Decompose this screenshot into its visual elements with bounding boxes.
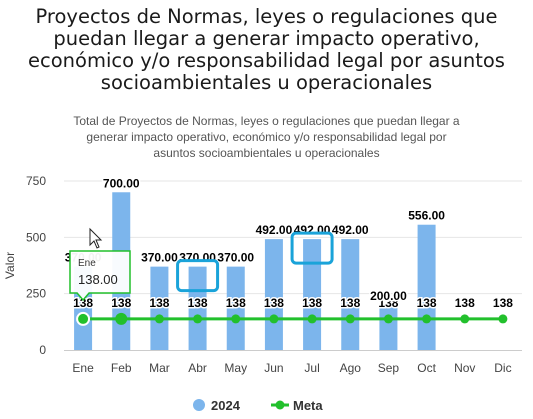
x-tick-label: Sep xyxy=(378,361,400,375)
bar[interactable] xyxy=(379,304,398,350)
x-tick-label: Jul xyxy=(304,361,319,375)
meta-data-label: 138 xyxy=(73,296,93,310)
meta-point[interactable] xyxy=(383,314,393,324)
meta-point[interactable] xyxy=(498,314,508,324)
meta-point[interactable] xyxy=(76,311,91,326)
bar-data-label: 370.00 xyxy=(141,251,178,265)
x-tick-label: Ago xyxy=(340,361,362,375)
bar-data-label: 492.00 xyxy=(332,223,369,237)
meta-data-label: 138 xyxy=(340,296,360,310)
meta-data-label: 138 xyxy=(378,296,398,310)
legend-2024-label[interactable]: 2024 xyxy=(211,398,241,413)
meta-point[interactable] xyxy=(115,312,128,325)
x-tick-label: Oct xyxy=(417,361,436,375)
meta-point[interactable] xyxy=(231,314,241,324)
meta-data-label: 138 xyxy=(302,296,322,310)
meta-point[interactable] xyxy=(154,314,164,324)
meta-data-label: 138 xyxy=(188,296,208,310)
bar[interactable] xyxy=(341,239,360,350)
x-tick-label: Nov xyxy=(454,361,475,375)
meta-point[interactable] xyxy=(345,314,355,324)
meta-data-label: 138 xyxy=(149,296,169,310)
legend-meta-marker[interactable] xyxy=(275,400,285,410)
tooltip-box xyxy=(69,250,131,302)
meta-point[interactable] xyxy=(269,314,279,324)
bar-data-label: 492.00 xyxy=(294,223,331,237)
bar-data-label: 370.00 xyxy=(217,251,254,265)
meta-point[interactable] xyxy=(422,314,432,324)
meta-data-label: 138 xyxy=(493,296,513,310)
bar[interactable] xyxy=(264,239,283,350)
meta-data-label: 138 xyxy=(264,296,284,310)
meta-point[interactable] xyxy=(460,314,470,324)
x-tick-label: Jun xyxy=(264,361,283,375)
bar[interactable] xyxy=(417,224,436,350)
y-tick-label: 500 xyxy=(26,230,46,244)
y-tick-label: 250 xyxy=(26,287,46,301)
tooltip-value: 138.00 xyxy=(78,272,118,287)
meta-point[interactable] xyxy=(193,314,203,324)
bar[interactable] xyxy=(226,266,245,350)
x-tick-label: May xyxy=(224,361,247,375)
tooltip-category: Ene xyxy=(78,258,96,269)
legend-meta-label[interactable]: Meta xyxy=(293,398,323,413)
meta-data-label: 138 xyxy=(111,296,131,310)
meta-point[interactable] xyxy=(307,314,317,324)
x-tick-label: Feb xyxy=(111,361,132,375)
y-tick-label: 0 xyxy=(39,343,46,357)
bar-data-label: 492.00 xyxy=(256,223,293,237)
bar[interactable] xyxy=(303,239,322,350)
meta-data-label: 138 xyxy=(455,296,475,310)
x-tick-label: Abr xyxy=(188,361,207,375)
x-tick-label: Ene xyxy=(72,361,94,375)
chart-subtitle: Total de Proyectos de Normas, leyes o re… xyxy=(73,114,460,160)
bar-data-label: 200.00 xyxy=(370,289,407,303)
highlight-box xyxy=(176,259,220,293)
mouse-cursor-icon xyxy=(89,227,103,249)
bar-data-label: 370.00 xyxy=(179,251,216,265)
y-axis-title: Valor xyxy=(3,252,17,279)
meta-data-label: 138 xyxy=(417,296,437,310)
x-tick-label: Dic xyxy=(494,361,511,375)
x-tick-label: Mar xyxy=(149,361,170,375)
bar-data-label: 556.00 xyxy=(408,209,445,223)
bar-data-label: 700.00 xyxy=(103,176,140,190)
bar[interactable] xyxy=(188,266,207,350)
y-tick-label: 750 xyxy=(26,174,46,188)
legend-2024-marker[interactable] xyxy=(193,399,205,411)
page-title: Proyectos de Normas, leyes o regulacione… xyxy=(28,5,505,94)
bar[interactable] xyxy=(150,266,169,350)
highlight-box xyxy=(290,231,334,265)
meta-data-label: 138 xyxy=(226,296,246,310)
